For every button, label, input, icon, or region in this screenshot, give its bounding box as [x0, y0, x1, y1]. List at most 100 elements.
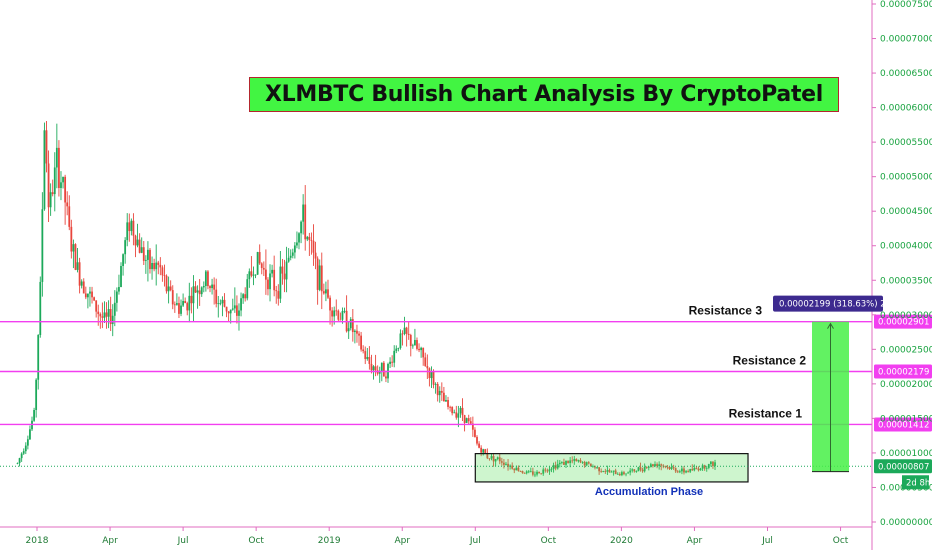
candle-body: [20, 453, 23, 459]
candle-body: [273, 269, 276, 291]
candle-body: [337, 310, 340, 320]
candle-body: [399, 333, 402, 349]
candle-body: [300, 221, 302, 234]
projection-info-tag: [773, 295, 883, 312]
candle-body: [68, 206, 71, 227]
chart-title-banner: XLMBTC Bullish Chart Analysis By CryptoP…: [249, 77, 839, 112]
time-tick-label: Oct: [541, 536, 557, 546]
candle-body: [554, 465, 557, 469]
candle-body: [606, 470, 609, 472]
candle-body: [418, 348, 420, 351]
candle-body: [76, 262, 79, 270]
candle-body: [612, 470, 615, 472]
candle-body: [678, 471, 681, 473]
candle-body: [689, 469, 692, 472]
candle-body: [513, 468, 516, 471]
candle-body: [687, 471, 690, 472]
candle-body: [196, 290, 199, 293]
candle-body: [167, 286, 170, 292]
candle-body: [697, 468, 700, 471]
candle-body: [55, 147, 58, 168]
candle-body: [161, 267, 164, 276]
candle-body: [169, 286, 172, 291]
accumulation-phase-label: Accumulation Phase: [594, 486, 704, 498]
candle-body: [699, 468, 702, 471]
candle-body: [451, 406, 454, 414]
candle-body: [302, 204, 305, 222]
price-tick-label: 0.00002500: [880, 345, 932, 355]
candle-body: [465, 418, 468, 423]
candle-body: [378, 371, 381, 374]
candle-body: [47, 163, 50, 208]
candle-body: [153, 263, 156, 270]
candle-body: [552, 465, 555, 469]
candle-body: [403, 327, 406, 334]
candle-body: [262, 267, 265, 270]
candle-body: [445, 400, 447, 402]
candle-body: [29, 429, 31, 440]
candle-body: [267, 279, 269, 290]
candle-body: [211, 284, 213, 289]
time-tick-label: Apr: [687, 536, 703, 546]
candle-body: [563, 462, 565, 465]
resistance-label: Resistance 2: [733, 354, 807, 368]
candle-body: [35, 379, 38, 410]
candle-body: [229, 309, 232, 314]
candle-body: [585, 462, 588, 466]
candle-body: [577, 460, 580, 462]
candle-body: [380, 362, 383, 372]
candle-body: [500, 461, 503, 463]
candle-body: [453, 412, 456, 414]
price-tick-label: 0.00006000: [880, 104, 932, 114]
candle-body: [519, 470, 522, 472]
candle-body: [147, 249, 149, 260]
candle-body: [703, 465, 706, 469]
candle-body: [128, 222, 131, 232]
candle-body: [498, 457, 501, 462]
candle-body: [635, 471, 638, 472]
candle-body: [97, 311, 100, 315]
candle-body: [654, 464, 656, 467]
candle-body: [347, 328, 350, 332]
candle-body: [221, 299, 224, 304]
candle-body: [91, 291, 93, 298]
current-price-tag: [874, 459, 932, 474]
candle-body: [426, 366, 429, 369]
candle-body: [362, 349, 365, 352]
candle-body: [254, 274, 257, 276]
candle-body: [113, 302, 116, 316]
candle-body: [37, 334, 40, 380]
candle-body: [74, 244, 77, 270]
candle-body: [652, 464, 654, 467]
candle-body: [629, 470, 632, 473]
candle-body: [409, 335, 412, 346]
candle-body: [26, 439, 29, 446]
price-tick-label: 0.00004000: [880, 242, 932, 252]
candle-body: [248, 271, 251, 280]
candle-body: [209, 286, 211, 289]
candle-body: [420, 347, 423, 351]
candle-body: [207, 271, 209, 287]
candle-body: [424, 357, 427, 367]
candle-body: [308, 236, 311, 240]
candle-body: [705, 467, 708, 469]
current-price-tag-text: 0.00000807: [878, 462, 929, 472]
candle-body: [130, 220, 133, 232]
candle-body: [521, 471, 524, 474]
candle-body: [111, 315, 114, 325]
candle-body: [320, 265, 323, 292]
candle-body: [583, 461, 586, 466]
time-tick-label: 2019: [318, 536, 341, 546]
candle-body: [358, 333, 360, 336]
candle-body: [258, 252, 261, 264]
candle-body: [126, 222, 129, 241]
candle-body: [62, 176, 64, 183]
candle-body: [33, 409, 35, 421]
candle-body: [18, 458, 21, 463]
candle-body: [24, 445, 27, 452]
candle-body: [269, 273, 271, 290]
candle-body: [240, 298, 242, 311]
candle-body: [488, 458, 491, 460]
candle-body: [714, 462, 716, 466]
